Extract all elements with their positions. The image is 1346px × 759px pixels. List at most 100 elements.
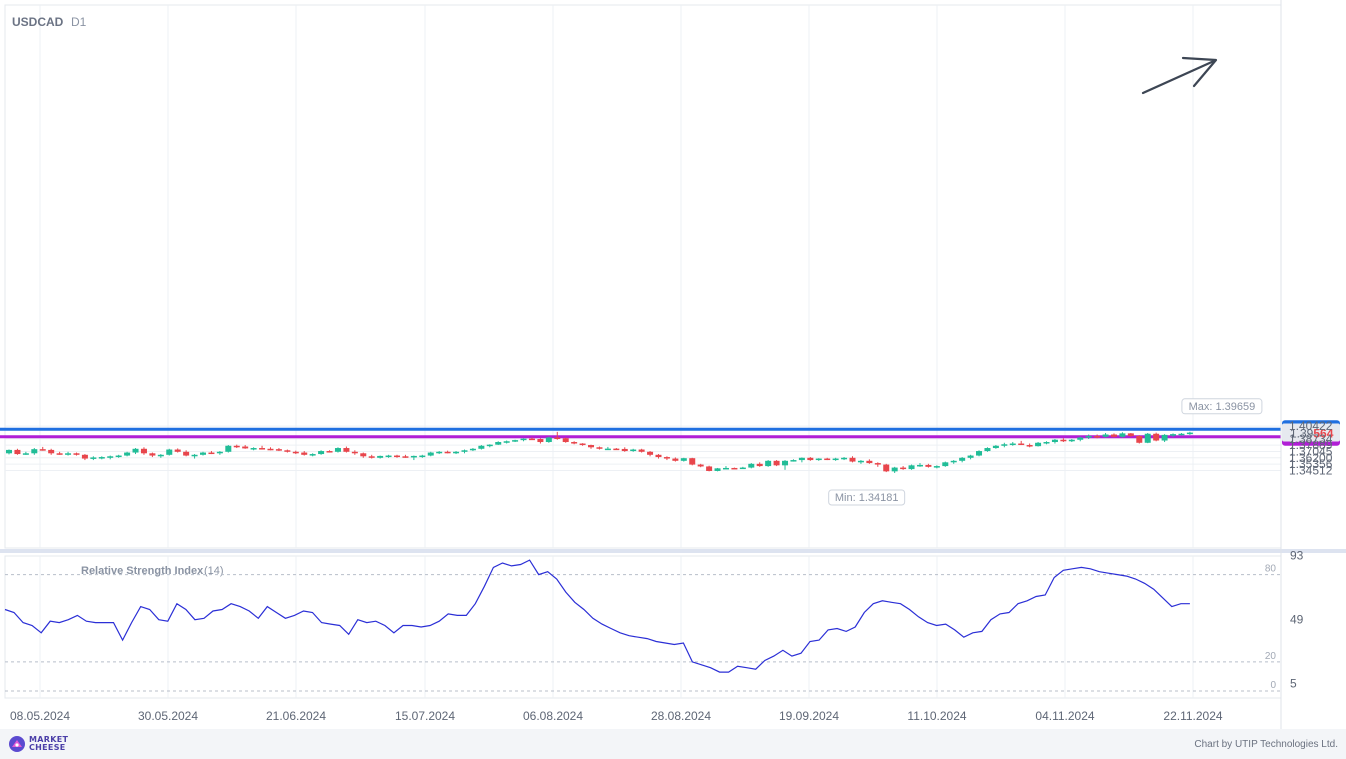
- candle-body: [908, 465, 915, 470]
- candle-body: [697, 464, 704, 467]
- y-tick-label: 1.37889: [1289, 438, 1333, 452]
- candle-body: [604, 448, 611, 451]
- candle-body: [394, 455, 401, 458]
- candle-body: [267, 448, 274, 451]
- candle-body: [976, 451, 983, 456]
- candle-body: [1170, 434, 1177, 436]
- candle-body: [647, 451, 654, 455]
- y-tick-label: 1.38734: [1289, 432, 1333, 446]
- candle-body: [984, 448, 991, 452]
- candle-body: [672, 458, 679, 461]
- x-tick-label: 30.05.2024: [138, 709, 198, 723]
- candle-body: [992, 445, 999, 449]
- candle-body: [275, 449, 282, 451]
- candle-body: [250, 448, 257, 450]
- candle-body: [98, 457, 105, 459]
- candle-body: [1127, 433, 1134, 437]
- candle-body: [14, 449, 21, 455]
- candle-body: [56, 453, 63, 455]
- candle-body: [798, 457, 805, 461]
- rsi-level-label: 0: [1270, 680, 1276, 691]
- min-annotation-label: Min: 1.34181: [835, 492, 899, 504]
- candle-body: [520, 438, 527, 441]
- current-price-label-bg: [1282, 423, 1340, 442]
- candle-body: [1094, 436, 1101, 438]
- candle-body: [216, 451, 223, 454]
- candle-body: [1119, 433, 1126, 437]
- candle-body: [174, 449, 181, 452]
- candle-body: [588, 445, 595, 448]
- candle-body: [469, 448, 476, 451]
- candle-body: [613, 448, 620, 451]
- candle-body: [596, 447, 603, 449]
- candle-body: [410, 455, 417, 458]
- candle-body: [149, 453, 156, 456]
- candle-body: [334, 448, 341, 452]
- candle-body: [318, 451, 325, 455]
- candle-body: [891, 467, 898, 472]
- candle-body: [377, 455, 384, 458]
- candles: [6, 431, 1193, 473]
- rsi-line: [4, 559, 1190, 673]
- cheese-icon: [9, 736, 25, 752]
- candle-body: [1068, 439, 1075, 442]
- candle-body: [65, 453, 72, 455]
- candle-body: [233, 445, 240, 448]
- candle-body: [132, 448, 139, 453]
- candle-body: [815, 458, 822, 461]
- x-tick-label: 06.08.2024: [523, 709, 583, 723]
- candle-body: [360, 453, 367, 457]
- candle-body: [621, 448, 628, 452]
- rsi-panel: Relative Strength Index (14) 80 20 0: [4, 559, 1281, 692]
- candle-body: [436, 451, 443, 454]
- time-axis[interactable]: 08.05.2024 30.05.2024 21.06.2024 15.07.2024…: [10, 709, 1223, 723]
- price-axis[interactable]: 1.404221.387341.378891.370451.362001.353…: [1280, 0, 1333, 729]
- candle-body: [191, 454, 198, 457]
- candle-body: [874, 463, 881, 465]
- candle-body: [1144, 433, 1151, 443]
- candle-body: [790, 460, 797, 462]
- x-tick-label: 11.10.2024: [907, 709, 966, 723]
- candle-body: [782, 460, 789, 466]
- candle-body: [638, 449, 645, 452]
- candle-body: [1043, 442, 1050, 444]
- candle-body: [756, 463, 763, 467]
- candle-body: [1178, 433, 1185, 436]
- candle-body: [528, 438, 535, 441]
- candle-body: [419, 455, 426, 458]
- candle-body: [714, 468, 721, 471]
- candle-body: [259, 448, 266, 450]
- candle-body: [773, 460, 780, 466]
- candle-body: [351, 451, 358, 454]
- candle-body: [967, 455, 974, 458]
- candle-body: [478, 445, 485, 449]
- candle-body: [90, 457, 97, 459]
- candle-body: [731, 467, 738, 470]
- candle-body: [512, 440, 519, 442]
- candle-body: [1077, 437, 1084, 440]
- rsi-y-tick-label: 93: [1290, 549, 1304, 563]
- candle-body: [402, 456, 409, 458]
- candle-body: [1102, 434, 1109, 437]
- price-chart[interactable]: 1.400001.390001.39564 Max: 1.39659 Min: 1…: [0, 0, 1346, 729]
- symbol-label: USDCAD: [12, 15, 64, 29]
- min-annotation-box: [828, 489, 906, 506]
- candle-body: [1060, 439, 1067, 442]
- candle-body: [579, 443, 586, 446]
- candle-body: [571, 442, 578, 444]
- candle-body: [157, 454, 164, 457]
- candle-body: [107, 456, 114, 458]
- candle-body: [486, 444, 493, 447]
- y-tick-label: 1.34512: [1289, 464, 1333, 478]
- candle-body: [562, 438, 569, 443]
- candle-body: [6, 449, 12, 454]
- candle-body: [1026, 445, 1033, 447]
- rsi-title: Relative Strength Index: [81, 565, 204, 577]
- candle-body: [1153, 433, 1160, 441]
- x-tick-label: 22.11.2024: [1163, 709, 1222, 723]
- candle-body: [309, 454, 316, 456]
- candle-body: [495, 442, 502, 445]
- candle-body: [722, 467, 729, 470]
- candle-body: [284, 450, 291, 452]
- y-tick-label: 1.37045: [1289, 444, 1333, 458]
